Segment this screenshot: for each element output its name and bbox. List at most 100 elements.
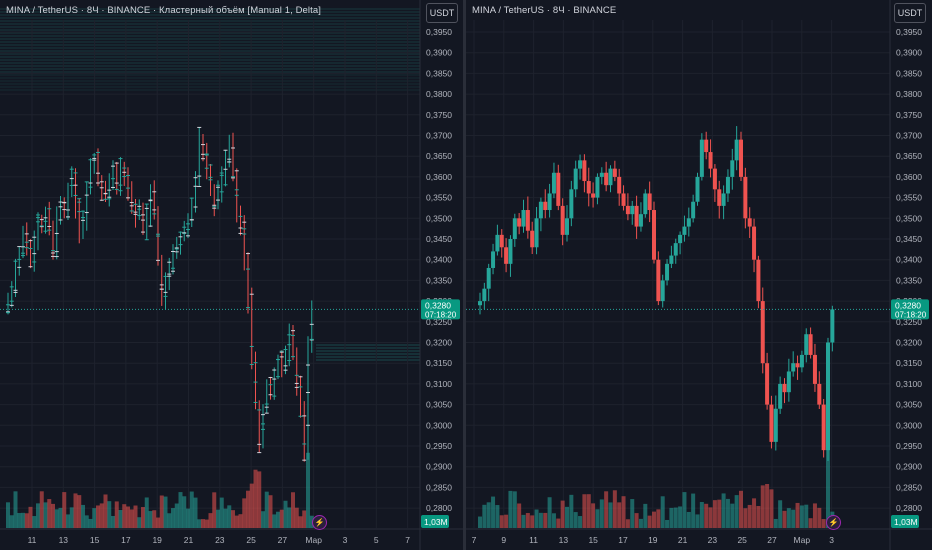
price-axis-tick: 0,3900 bbox=[426, 48, 452, 58]
volume-bar bbox=[743, 508, 748, 528]
price-axis-tick: 0,2950 bbox=[896, 441, 922, 451]
candle-body bbox=[665, 263, 670, 281]
volume-bar bbox=[204, 519, 209, 528]
volume-value-label: 1,03M bbox=[424, 517, 448, 527]
volume-bar bbox=[504, 514, 509, 528]
candle-body bbox=[508, 239, 513, 264]
price-axis-tick: 0,3550 bbox=[426, 193, 452, 203]
volume-bar bbox=[159, 495, 164, 528]
volume-bar bbox=[495, 505, 500, 528]
price-axis-tick: 0,3750 bbox=[426, 110, 452, 120]
volume-bar bbox=[821, 519, 826, 528]
price-axis-tick: 0,3500 bbox=[426, 213, 452, 223]
time-axis-tick: 15 bbox=[588, 535, 598, 545]
volume-bar bbox=[62, 492, 67, 528]
current-price-label: 0,3280 bbox=[895, 300, 921, 310]
candle-body bbox=[569, 189, 574, 219]
volume-bar bbox=[186, 508, 190, 528]
volume-bar bbox=[665, 519, 670, 528]
volume-bar bbox=[799, 505, 804, 528]
volume-bar bbox=[525, 513, 530, 528]
volume-profile-band bbox=[316, 350, 420, 352]
volume-profile-band bbox=[0, 29, 420, 31]
price-axis-tick: 0,2850 bbox=[896, 482, 922, 492]
left-currency-button[interactable]: USDT bbox=[426, 3, 458, 23]
price-axis-tick: 0,2800 bbox=[896, 503, 922, 513]
volume-bar bbox=[126, 506, 130, 528]
volume-bar bbox=[604, 491, 609, 528]
volume-profile-band bbox=[0, 38, 420, 40]
candle-body bbox=[717, 189, 722, 206]
candle-body bbox=[760, 301, 765, 364]
candle-body bbox=[538, 201, 543, 219]
time-axis-tick: 19 bbox=[152, 535, 162, 545]
volume-bar bbox=[197, 519, 202, 528]
volume-profile-band bbox=[0, 32, 420, 34]
price-axis-tick: 0,3600 bbox=[896, 172, 922, 182]
candle-body bbox=[612, 168, 617, 177]
price-axis-tick: 0,2950 bbox=[426, 441, 452, 451]
price-axis-tick: 0,3750 bbox=[896, 110, 922, 120]
volume-bar bbox=[39, 491, 44, 528]
volume-bar bbox=[249, 483, 254, 528]
candle-body bbox=[586, 181, 591, 194]
left-chart-pane[interactable]: 0,3950 0,3900 0,3850 0,3800 0,3750 0,3700 0,36… bbox=[0, 0, 463, 550]
volume-bar bbox=[279, 509, 284, 528]
candle-body bbox=[643, 193, 648, 215]
candle-body bbox=[565, 218, 569, 235]
volume-bar bbox=[69, 507, 74, 528]
volume-bar bbox=[238, 514, 243, 528]
price-axis-tick: 0,2800 bbox=[426, 503, 452, 513]
volume-bar bbox=[556, 518, 561, 528]
volume-bar bbox=[826, 434, 830, 528]
time-axis-tick: 7 bbox=[405, 535, 410, 545]
volume-bar bbox=[765, 483, 770, 528]
lightning-icon[interactable]: ⚡ bbox=[826, 515, 841, 530]
volume-profile-band bbox=[0, 56, 420, 58]
volume-profile-band bbox=[0, 47, 420, 49]
volume-profile-band bbox=[0, 83, 420, 85]
right-chart-canvas[interactable]: 0,3950 0,3900 0,3850 0,3800 0,3750 0,3700 0,36… bbox=[466, 0, 932, 550]
right-chart-pane[interactable]: 0,3950 0,3900 0,3850 0,3800 0,3750 0,3700 0,36… bbox=[466, 0, 932, 550]
candle-body bbox=[826, 342, 830, 451]
volume-bar bbox=[582, 494, 587, 528]
time-axis-tick: 17 bbox=[618, 535, 628, 545]
price-axis-tick: 0,3400 bbox=[896, 255, 922, 265]
candle-body bbox=[617, 176, 622, 194]
candle-body bbox=[782, 383, 787, 393]
lightning-icon[interactable]: ⚡ bbox=[312, 515, 327, 530]
pane-divider[interactable] bbox=[463, 0, 466, 550]
volume-profile-band bbox=[316, 347, 420, 349]
price-axis-tick: 0,3800 bbox=[896, 89, 922, 99]
volume-bar bbox=[306, 452, 310, 528]
price-axis-tick: 0,2850 bbox=[426, 482, 452, 492]
volume-profile-band bbox=[0, 41, 420, 43]
volume-bar bbox=[36, 503, 40, 528]
candle-body bbox=[630, 205, 635, 215]
volume-bar bbox=[227, 505, 232, 528]
price-axis-tick: 0,3700 bbox=[896, 131, 922, 141]
volume-bar bbox=[167, 513, 172, 528]
volume-bar bbox=[257, 471, 262, 528]
volume-bar bbox=[268, 495, 273, 528]
left-chart-canvas[interactable]: 0,3950 0,3900 0,3850 0,3800 0,3750 0,3700 0,36… bbox=[0, 0, 463, 550]
candle-body bbox=[791, 363, 796, 372]
price-axis-tick: 0,3350 bbox=[426, 275, 452, 285]
volume-bar bbox=[734, 495, 739, 528]
price-axis-tick: 0,3150 bbox=[896, 358, 922, 368]
volume-bar bbox=[599, 499, 604, 528]
volume-bar bbox=[560, 500, 565, 528]
price-axis-tick: 0,3500 bbox=[896, 213, 922, 223]
volume-profile-band bbox=[0, 23, 420, 25]
candle-body bbox=[486, 267, 491, 289]
volume-profile-band bbox=[0, 14, 420, 16]
right-currency-button[interactable]: USDT bbox=[894, 3, 926, 23]
volume-bar bbox=[804, 504, 809, 528]
volume-bar bbox=[778, 500, 783, 528]
volume-bar bbox=[521, 514, 526, 528]
candle-body bbox=[804, 334, 809, 355]
volume-bar bbox=[163, 496, 168, 528]
price-axis-tick: 0,3800 bbox=[426, 89, 452, 99]
price-axis-tick: 0,3000 bbox=[426, 420, 452, 430]
volume-bar bbox=[634, 513, 639, 528]
